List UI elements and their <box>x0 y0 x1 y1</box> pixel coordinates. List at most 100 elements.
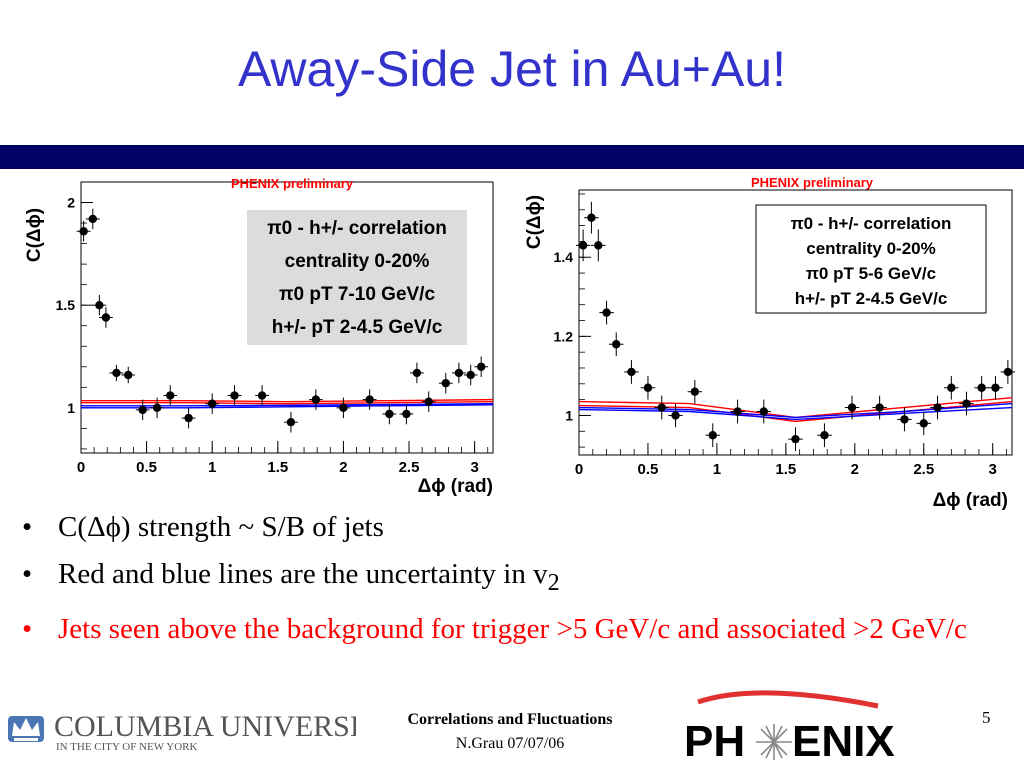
chart2-ylabel: C(Δϕ) <box>524 195 545 249</box>
phenix-enix: ENIX <box>792 717 895 766</box>
chart2-ytick-label: 1.2 <box>554 328 574 344</box>
chart1-data-point <box>402 409 411 419</box>
chart2-xtick-label: 1 <box>713 461 721 478</box>
columbia-university-logo: COLUMBIA UNIVERSITY IN THE CITY OF NEW Y… <box>8 710 356 753</box>
chart2-svg: PHENIX preliminary 0 0.5 1 1.5 2 2.5 3 1 1.2 1.4 C(… <box>524 175 1016 510</box>
chart1-xtick-label: 0 <box>77 459 85 476</box>
chart2-data-point <box>1003 367 1013 377</box>
chart1-data-point <box>152 403 162 413</box>
columbia-subtitle: IN THE CITY OF NEW YORK <box>56 741 198 753</box>
chart2-data-point <box>708 431 717 440</box>
chart1-data-point <box>412 368 422 378</box>
chart2-legend-line: π0 pT 5-6 GeV/c <box>806 264 936 283</box>
chart2-data-point <box>933 403 942 412</box>
chart1-data-point <box>257 391 267 400</box>
chart1-xtick-label: 2.5 <box>399 459 420 476</box>
chart1-data-point <box>138 405 147 415</box>
chart2-data-point <box>671 411 680 420</box>
chart2-label: PHENIX preliminary <box>751 175 874 190</box>
chart1-data-point <box>230 391 239 400</box>
chart2-data-point <box>594 241 603 250</box>
chart2-data-point <box>612 340 621 349</box>
chart1-fit-line-blue <box>81 403 494 407</box>
chart1-data-point <box>166 391 175 400</box>
footer-center: Correlations and Fluctuations N.Grau 07/… <box>370 708 650 756</box>
chart1-data-point <box>454 368 464 378</box>
chart2-data-point <box>947 383 956 392</box>
chart1-legend-box <box>247 210 467 345</box>
chart1-data-point <box>184 413 193 423</box>
chart2-legend-line: centrality 0-20% <box>806 239 935 258</box>
chart1-data-point <box>466 370 475 380</box>
chart1-data-point <box>441 378 450 388</box>
chart1-legend-line: centrality 0-20% <box>285 251 430 272</box>
chart2-data-point <box>991 383 1000 392</box>
chart2-data-point <box>578 241 588 250</box>
chart1-ytick-label: 1 <box>67 400 75 416</box>
chart2-data-point <box>627 367 636 377</box>
chart1-ylabel: C(Δϕ) <box>24 208 45 262</box>
chart1-legend-line: h+/- pT 2-4.5 GeV/c <box>272 317 443 338</box>
chart1-data-point <box>79 227 88 236</box>
slide-title: Away-Side Jet in Au+Au! <box>237 41 787 97</box>
chart2-legend-line: π0 - h+/- correlation <box>791 214 952 233</box>
chart1-data-point <box>101 313 111 322</box>
chart1-label: PHENIX preliminary <box>231 176 354 191</box>
chart1-xtick-label: 0.5 <box>136 459 157 476</box>
chart1-data-point <box>424 397 433 406</box>
chart1-data-point <box>88 214 98 224</box>
chart2-xtick-label: 2.5 <box>913 461 934 478</box>
chart2-data-point <box>919 419 928 428</box>
bullet-list: • C(Δϕ) strength ~ S/B of jets • Red and… <box>0 510 1000 659</box>
chart1-xlabel: Δϕ (rad) <box>418 476 493 497</box>
chart2-data-point <box>657 403 666 412</box>
chart1-data-point <box>365 395 374 404</box>
footer-title: Correlations and Fluctuations <box>407 711 613 728</box>
chart1-data-point <box>476 362 486 371</box>
chart2-ytick-label: 1.4 <box>554 249 574 265</box>
chart1-data-point <box>339 403 348 413</box>
chart2-xtick-label: 0 <box>575 461 583 478</box>
bullet-item: • C(Δϕ) strength ~ S/B of jets <box>22 511 384 543</box>
chart1-data-point <box>112 368 121 378</box>
chart2-data-point <box>847 403 857 412</box>
chart1-legend-line: π0 pT 7-10 GeV/c <box>279 284 435 305</box>
chart2-data-point <box>759 407 768 416</box>
chart2-legend-box <box>755 204 987 314</box>
chart2-data-point <box>962 399 971 408</box>
chart1-xtick-label: 1.5 <box>267 459 288 476</box>
chart1-data-point <box>208 399 217 408</box>
chart2-xtick-label: 2 <box>851 461 859 478</box>
chart2-data-point <box>733 407 742 416</box>
bullet-dot: • <box>22 612 33 645</box>
chart-panel-pi0-7-10: PHENIX preliminary 0 0.5 1 1.5 2 2.5 3 1 1.5 2 C(Δϕ… <box>0 170 512 500</box>
title-divider-bar <box>0 145 1024 169</box>
chart2-data-point <box>690 387 700 396</box>
chart1-data-point <box>385 409 394 419</box>
chart2-frame <box>578 189 1013 456</box>
chart1-xtick-label: 1 <box>208 459 216 476</box>
chart2-data-point <box>820 431 829 440</box>
chart1-xtick-label: 3 <box>470 459 478 476</box>
columbia-name: COLUMBIA UNIVERSITY <box>54 710 356 743</box>
bullet-item-highlight: • Jets seen above the background for tri… <box>22 612 967 645</box>
chart1-svg: PHENIX preliminary 0 0.5 1 1.5 2 2.5 3 1 1.5 2 C(Δϕ… <box>24 176 494 497</box>
chart1-frame <box>80 181 494 454</box>
chart2-data-point <box>643 383 653 392</box>
chart2-data-point <box>602 308 611 317</box>
page-number: 5 <box>982 708 991 727</box>
chart2-xtick-label: 1.5 <box>775 461 796 478</box>
chart2-fit-line-blue <box>578 406 1013 421</box>
chart1-data-point <box>124 370 133 380</box>
chart1-xtick-label: 2 <box>339 459 347 476</box>
chart2-legend-line: h+/- pT 2-4.5 GeV/c <box>795 289 948 308</box>
chart2-xtick-label: 3 <box>989 461 997 478</box>
chart1-data-point <box>95 300 104 310</box>
chart2-ytick-label: 1 <box>565 407 573 423</box>
chart1-fit-line-red <box>81 400 494 405</box>
phenix-logo: PH ENIX <box>684 690 895 766</box>
chart-panel-pi0-5-6: PHENIX preliminary 0 0.5 1 1.5 2 2.5 3 1 1.2 1.4 C(… <box>512 170 1024 510</box>
crown-icon <box>8 716 44 742</box>
phenix-star-icon <box>756 724 792 760</box>
chart2-xtick-label: 0.5 <box>638 461 659 478</box>
